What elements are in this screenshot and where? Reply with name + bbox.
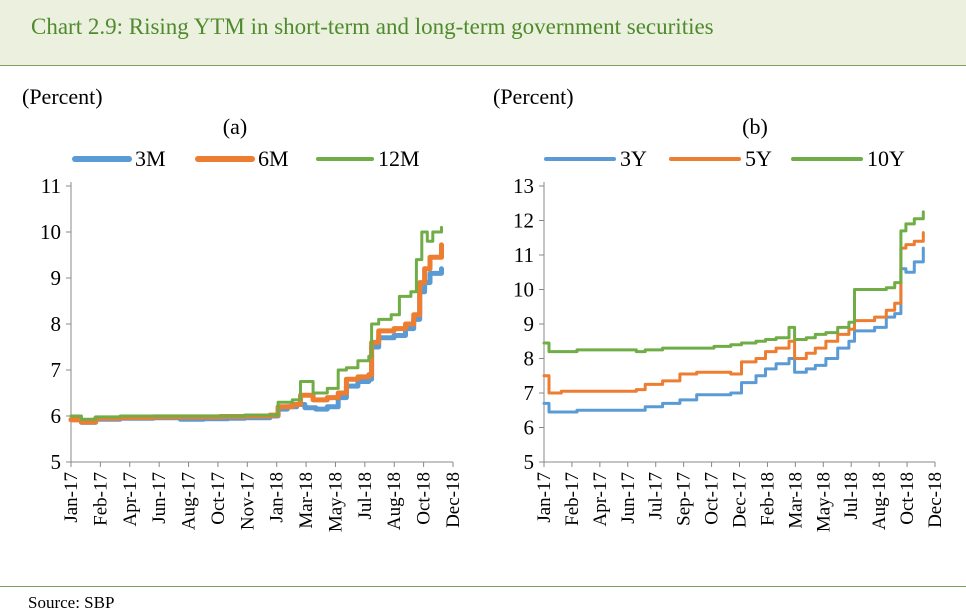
x-tick-label: Mar-18: [785, 472, 806, 529]
panel-label: (b): [742, 114, 768, 139]
chart-panel-b: (Percent) (b) 3Y 5Y 10Y 5 6 7 8 9 10 11 12 13 Jan-17 Fe…: [483, 66, 966, 586]
y-tick-label: 5: [524, 450, 535, 474]
x-tick-label: Nov-17: [237, 472, 258, 530]
series-line-5Y: [542, 231, 925, 395]
x-tick-label: Aug-18: [384, 472, 405, 530]
unit-label: (Percent): [22, 84, 103, 109]
x-tick-label: Apr-17: [120, 472, 141, 527]
x-tick-label: Sep-17: [674, 472, 695, 526]
y-tick-label: 10: [513, 278, 534, 302]
legend-label-5Y: 5Y: [745, 146, 772, 171]
series-line-10Y: [542, 210, 925, 354]
x-tick-label: Aug-18: [869, 472, 890, 530]
source-note: Source: SBP: [28, 593, 115, 612]
x-tick-label: Jan-17: [534, 472, 555, 523]
y-tick-label: 7: [51, 358, 62, 382]
y-tick-label: 9: [51, 266, 62, 290]
legend-label-10Y: 10Y: [867, 146, 905, 171]
chart-b-svg: (Percent) (b) 3Y 5Y 10Y 5 6 7 8 9 10 11 12 13 Jan-17 Fe…: [493, 84, 946, 532]
y-tick-label: 6: [51, 404, 62, 428]
x-tick-label: Jul-18: [355, 472, 376, 520]
x-tick-label: Feb-17: [90, 472, 111, 526]
y-tick-label: 9: [524, 312, 535, 336]
panel-label: (a): [223, 114, 247, 139]
legend-label-6M: 6M: [258, 146, 289, 171]
unit-label: (Percent): [493, 84, 574, 109]
x-tick-label: Jul-17: [646, 472, 667, 520]
legend-label-3Y: 3Y: [620, 146, 647, 171]
series-line-3M: [68, 266, 444, 425]
x-tick-label: Jan-18: [267, 472, 288, 523]
chart-a-svg: (Percent) (a) 3M 6M 12M 5 6 7 8 9 10 11 Jan-17 Feb-17…: [22, 84, 464, 532]
series-line-6M: [68, 242, 444, 425]
x-tick-label: May-18: [813, 472, 834, 532]
y-tick-label: 11: [41, 174, 61, 198]
source-footer: Source: SBP: [0, 586, 966, 616]
y-tick-label: 11: [514, 243, 534, 267]
x-tick-label: Oct-17: [208, 472, 229, 525]
y-tick-label: 10: [40, 220, 61, 244]
x-tick-label: Dec-17: [730, 472, 751, 528]
x-tick-label: Oct-18: [897, 472, 918, 525]
y-tick-label: 5: [51, 450, 62, 474]
y-tick-label: 7: [524, 381, 535, 405]
x-tick-label: Jul-18: [841, 472, 862, 520]
chart-panel-a: (Percent) (a) 3M 6M 12M 5 6 7 8 9 10 11 Jan-17 Feb-17…: [0, 66, 483, 586]
y-tick-label: 12: [513, 209, 534, 233]
x-tick-label: Mar-18: [296, 472, 317, 529]
chart-header: Chart 2.9: Rising YTM in short-term and …: [0, 0, 966, 66]
chart-title: Chart 2.9: Rising YTM in short-term and …: [31, 14, 714, 39]
x-tick-label: Feb-18: [757, 472, 778, 526]
x-tick-label: Aug-17: [179, 472, 200, 530]
y-tick-label: 13: [513, 174, 534, 198]
series-line-3Y: [542, 246, 925, 414]
x-tick-label: Dec-18: [925, 472, 946, 528]
x-tick-label: Apr-17: [590, 472, 611, 527]
series-line-12M: [69, 225, 443, 421]
x-tick-label: Jun-17: [149, 472, 170, 524]
y-tick-label: 8: [524, 347, 535, 371]
y-tick-label: 6: [524, 416, 535, 440]
legend-label-3M: 3M: [135, 146, 166, 171]
x-tick-label: Jun-17: [618, 472, 639, 524]
x-tick-label: Dec-18: [443, 472, 464, 528]
x-tick-label: Oct-18: [414, 472, 435, 525]
legend-label-12M: 12M: [378, 146, 420, 171]
x-tick-label: Jan-17: [61, 472, 82, 523]
x-tick-label: Feb-17: [562, 472, 583, 526]
y-tick-label: 8: [51, 312, 62, 336]
x-tick-label: May-18: [325, 472, 346, 532]
x-tick-label: Oct-17: [702, 472, 723, 525]
